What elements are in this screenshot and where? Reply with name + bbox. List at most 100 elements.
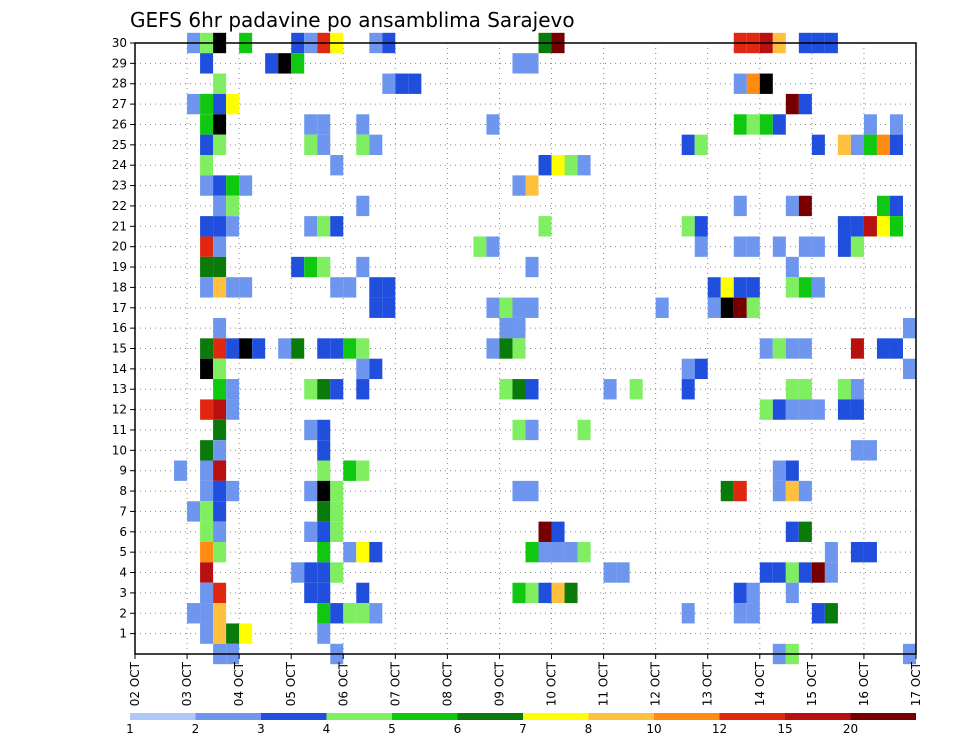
colorbar-label: 7 (519, 722, 527, 736)
heatmap-cell (330, 379, 344, 400)
heatmap-cell (200, 338, 214, 359)
heatmap-cell (733, 114, 747, 135)
heatmap-cell (876, 338, 890, 359)
colorbar-swatch (785, 713, 851, 720)
heatmap-cell (902, 358, 916, 380)
heatmap-cell (226, 175, 240, 196)
heatmap-cell (759, 114, 773, 135)
heatmap-cell (785, 562, 799, 583)
heatmap-cell (252, 338, 266, 359)
colorbar-swatch (130, 713, 196, 720)
heatmap-cell (733, 236, 747, 257)
y-tick-label: 10 (112, 443, 127, 457)
heatmap-cell (811, 399, 825, 420)
heatmap-cell (876, 216, 890, 237)
heatmap-cell (824, 562, 838, 583)
heatmap-cell (213, 195, 227, 217)
heatmap-cell (772, 562, 786, 583)
heatmap-cell (213, 93, 227, 115)
heatmap-cell (746, 114, 760, 135)
heatmap-cell (798, 195, 812, 217)
heatmap-cell (525, 582, 539, 604)
heatmap-cell (512, 297, 526, 318)
colorbar-label: 12 (712, 722, 727, 736)
heatmap-cell (785, 582, 799, 604)
heatmap-cell (746, 603, 760, 624)
heatmap-cell (811, 134, 825, 156)
x-tick-label: 07 OCT (388, 661, 402, 706)
heatmap-cell (733, 480, 747, 502)
heatmap-cell (200, 358, 214, 380)
heatmap-cell (239, 277, 253, 298)
heatmap-cell (525, 175, 539, 196)
heatmap-cell (317, 480, 331, 502)
colorbar: 1 2 3 4 5 6 7 8 10 12 15 20 (126, 713, 916, 736)
heatmap-cell (681, 603, 695, 624)
heatmap-cell (876, 195, 890, 217)
heatmap-cell (577, 155, 591, 176)
colorbar-swatch (654, 713, 720, 720)
heatmap-cell (681, 134, 695, 156)
heatmap-cell (226, 338, 240, 359)
heatmap-cell (850, 440, 864, 461)
heatmap-cell (356, 460, 370, 481)
heatmap-cell (369, 277, 383, 298)
heatmap-cell (707, 297, 721, 318)
heatmap-cell (226, 480, 240, 502)
y-tick-label: 11 (112, 423, 127, 437)
heatmap-cell (733, 603, 747, 624)
heatmap-cell (356, 582, 370, 604)
heatmap-cell (551, 582, 565, 604)
heatmap-cell (317, 216, 331, 237)
heatmap-cell (343, 460, 357, 481)
y-tick-label: 23 (112, 179, 127, 193)
heatmap-cell (278, 338, 292, 359)
heatmap-cell (616, 562, 630, 583)
x-tick-label: 10 OCT (545, 661, 559, 706)
heatmap-cell (382, 73, 396, 94)
y-tick-label: 5 (119, 545, 127, 559)
heatmap-cell (317, 521, 331, 542)
y-tick-label: 30 (112, 36, 127, 50)
heatmap-cell (226, 399, 240, 420)
heatmap-cell (512, 379, 526, 400)
heatmap-cell (694, 358, 708, 380)
heatmap-cell (317, 623, 331, 644)
colorbar-swatch (588, 713, 654, 720)
heatmap-cell (304, 521, 318, 542)
heatmap-cell (356, 603, 370, 624)
heatmap-cell (291, 53, 305, 74)
heatmap-cell (863, 440, 877, 461)
heatmap-cell (278, 53, 292, 74)
y-tick-label: 26 (112, 117, 127, 131)
heatmap-cell (200, 175, 214, 196)
heatmap-cell (356, 541, 370, 563)
heatmap-cell (512, 175, 526, 196)
heatmap-cell (304, 480, 318, 502)
heatmap-cell (408, 73, 422, 94)
heatmap-cell (486, 338, 500, 359)
heatmap-cell (512, 419, 526, 441)
heatmap-cell (343, 541, 357, 563)
heatmap-cell (213, 236, 227, 257)
y-tick-label: 1 (119, 627, 127, 641)
heatmap-cell (772, 460, 786, 481)
heatmap-cell (811, 603, 825, 624)
x-tick-label: 11 OCT (597, 661, 611, 706)
heatmap-cell (382, 277, 396, 298)
heatmap-cell (187, 501, 201, 522)
heatmap-cell (798, 399, 812, 420)
heatmap-cell (785, 399, 799, 420)
heatmap-cell (746, 73, 760, 94)
x-tick-label: 14 OCT (753, 661, 767, 706)
heatmap-cell (356, 195, 370, 217)
heatmap-cell (330, 562, 344, 583)
heatmap-cell (369, 603, 383, 624)
heatmap-cell (304, 582, 318, 604)
heatmap-cell (863, 216, 877, 237)
heatmap-cell (733, 277, 747, 298)
heatmap-cell (824, 541, 838, 563)
heatmap-cell (889, 195, 903, 217)
heatmap-cell (564, 582, 578, 604)
heatmap-cell (317, 379, 331, 400)
